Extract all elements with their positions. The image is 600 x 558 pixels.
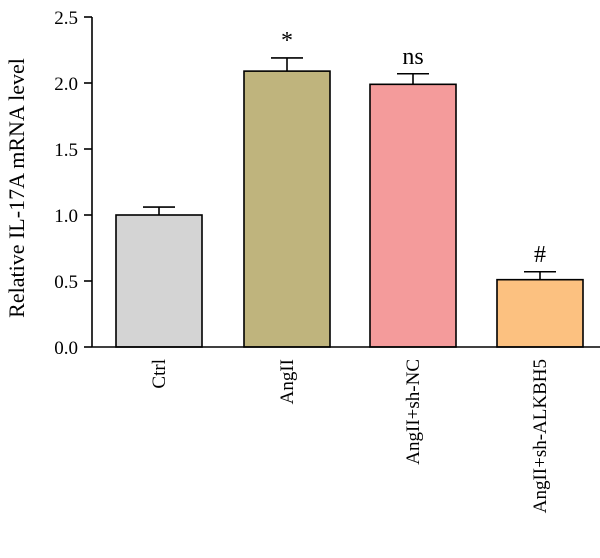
significance-label: #: [534, 242, 546, 268]
y-tick-label: 0.0: [54, 338, 78, 359]
y-axis: 0.0 0.5 1.0 1.5 2.0 2.5: [54, 8, 93, 359]
y-axis-title: Relative IL-17A mRNA level: [4, 58, 29, 318]
bar: [369, 83, 457, 348]
bars: * ns #: [115, 28, 584, 348]
y-tick-label: 1.0: [54, 206, 78, 227]
y-tick-label: 2.5: [54, 8, 78, 29]
significance-label: ns: [402, 44, 423, 70]
bar: [115, 214, 203, 348]
significance-label: *: [281, 28, 293, 54]
x-category-label: AngII+sh-ALKBH5: [530, 359, 551, 513]
y-tick-label: 0.5: [54, 272, 78, 293]
x-category-label: AngII+sh-NC: [403, 359, 424, 465]
x-category-label: AngII: [277, 359, 298, 404]
bar: [243, 70, 331, 348]
bar: [496, 278, 584, 348]
x-axis: Ctrl AngII AngII+sh-NC AngII+sh-ALKBH5: [92, 346, 600, 513]
x-category-label: Ctrl: [149, 359, 170, 389]
y-tick-label: 1.5: [54, 140, 78, 161]
y-tick-label: 2.0: [54, 74, 78, 95]
